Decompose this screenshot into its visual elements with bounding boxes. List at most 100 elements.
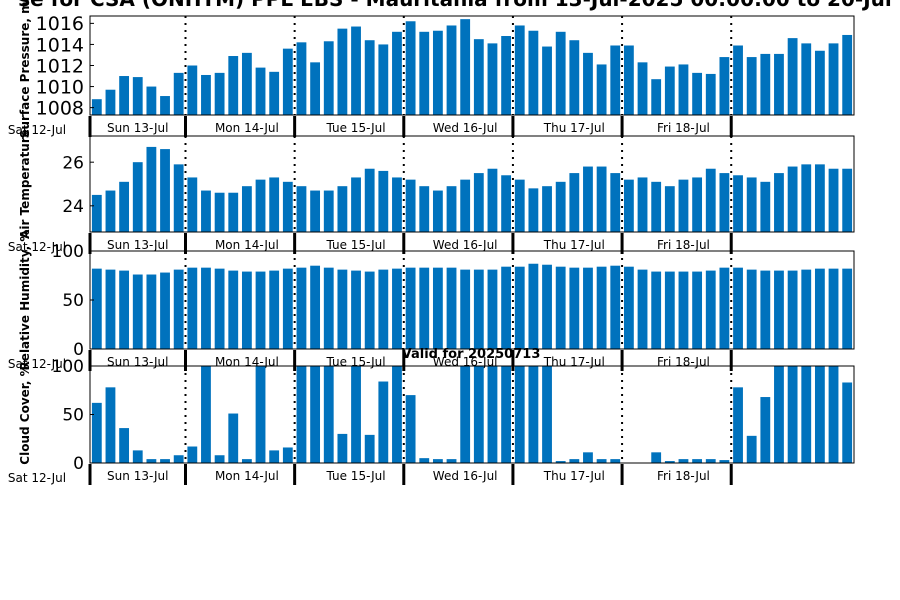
temperature-bar [255,179,266,232]
humidity-bar [146,274,157,349]
temperature-bar [146,146,157,232]
temperature-bar [432,190,443,232]
cloud-bar [337,433,348,463]
cloud-bar [746,435,757,463]
cloud-bar [501,366,512,463]
temperature-bar [692,177,703,232]
humidity-bar [241,271,252,349]
pressure-bar [337,28,348,115]
cloud-bar [173,455,184,463]
temperature-bar [160,149,170,232]
cloud-bar [91,402,102,463]
temperature-bar [173,164,184,232]
humidity-bar [173,269,184,349]
pressure-bar [132,77,143,115]
pressure-bar [432,30,443,116]
humidity-ytick-label: 0 [73,340,84,360]
pressure-bar [583,52,593,115]
humidity-bar [678,271,689,349]
humidity-bar [201,267,211,349]
pressure-bar [733,45,743,115]
humidity-day-label: Fri 18-Jul [657,355,710,369]
temperature-day-label: Sat 12-Jul [8,240,66,254]
pressure-bar [814,50,825,116]
temperature-bar [787,166,798,232]
pressure-bar [214,72,225,115]
temperature-day-label: Mon 14-Jul [215,238,279,252]
pressure-bar [651,79,662,115]
cloud-ytick-label: 100 [52,357,84,377]
temperature-bar [705,168,716,232]
temperature-bar [801,164,812,232]
cloud-bar [569,459,580,463]
cloud-bar [760,397,771,463]
cloud-bar [432,459,443,463]
cloud-bar [542,366,552,463]
temperature-bar [528,188,539,232]
cloud-bar [801,366,812,463]
pressure-bar [473,39,484,115]
humidity-bar [228,270,239,349]
pressure-bar [392,31,402,115]
humidity-bar [637,269,648,349]
cloud-bar [596,459,607,463]
humidity-bar [187,267,198,349]
cloud-day-label: Sun 13-Jul [107,469,168,483]
cloud-bar [419,458,430,463]
cloud-bar [842,382,853,463]
pressure-bar [323,41,334,115]
cloud-bar [364,434,375,463]
humidity-bar [814,268,825,349]
temperature-bar [214,192,225,232]
cloud-bar [228,413,239,463]
humidity-bar [692,271,703,349]
pressure-bar [255,67,266,115]
humidity-bar [282,268,293,349]
humidity-bar [528,263,539,349]
pressure-bar [705,73,716,115]
humidity-day-label: Sat 12-Jul [8,357,66,371]
humidity-bar [405,267,416,349]
cloud-bar [787,366,798,463]
pressure-day-label: Sun 13-Jul [107,121,168,135]
cloud-bar [705,459,716,463]
pressure-bar [787,38,798,116]
temperature-ytick-label: 24 [62,197,84,217]
temperature-bar [91,194,102,232]
pressure-bar [555,31,566,115]
cloud-bar [583,452,593,463]
temperature-bar [473,173,484,232]
humidity-bar [610,265,621,349]
cloud-bar [119,428,130,463]
cloud-day-label: Wed 16-Jul [433,469,498,483]
cloud-bar [828,366,839,463]
pressure-bar [828,43,839,115]
cloud-bar [610,459,621,463]
temperature-bar [583,166,593,232]
humidity-bar [473,269,484,349]
cloud-bar [692,459,703,463]
pressure-bar [460,19,471,115]
cloud-ytick-label: 50 [62,406,84,426]
cloud-day-label: Fri 18-Jul [657,469,710,483]
cloud-bar [528,366,539,463]
pressure-bar [201,74,211,115]
pressure-bar [310,62,321,115]
pressure-bar [378,44,389,115]
cloud-bar [405,395,416,463]
humidity-bar [705,270,716,349]
pressure-bar [187,65,198,115]
cloud-bar [241,459,252,463]
temperature-bar [282,181,293,232]
humidity-bar [828,268,839,349]
temperature-bar [392,177,402,232]
temperature-bar [514,179,525,232]
temperature-bar [828,168,839,232]
pressure-bar [569,40,580,115]
pressure-bar [801,43,812,115]
humidity-bar [542,264,552,349]
pressure-ytick-label: 1010 [36,76,84,98]
pressure-bar [746,57,757,115]
